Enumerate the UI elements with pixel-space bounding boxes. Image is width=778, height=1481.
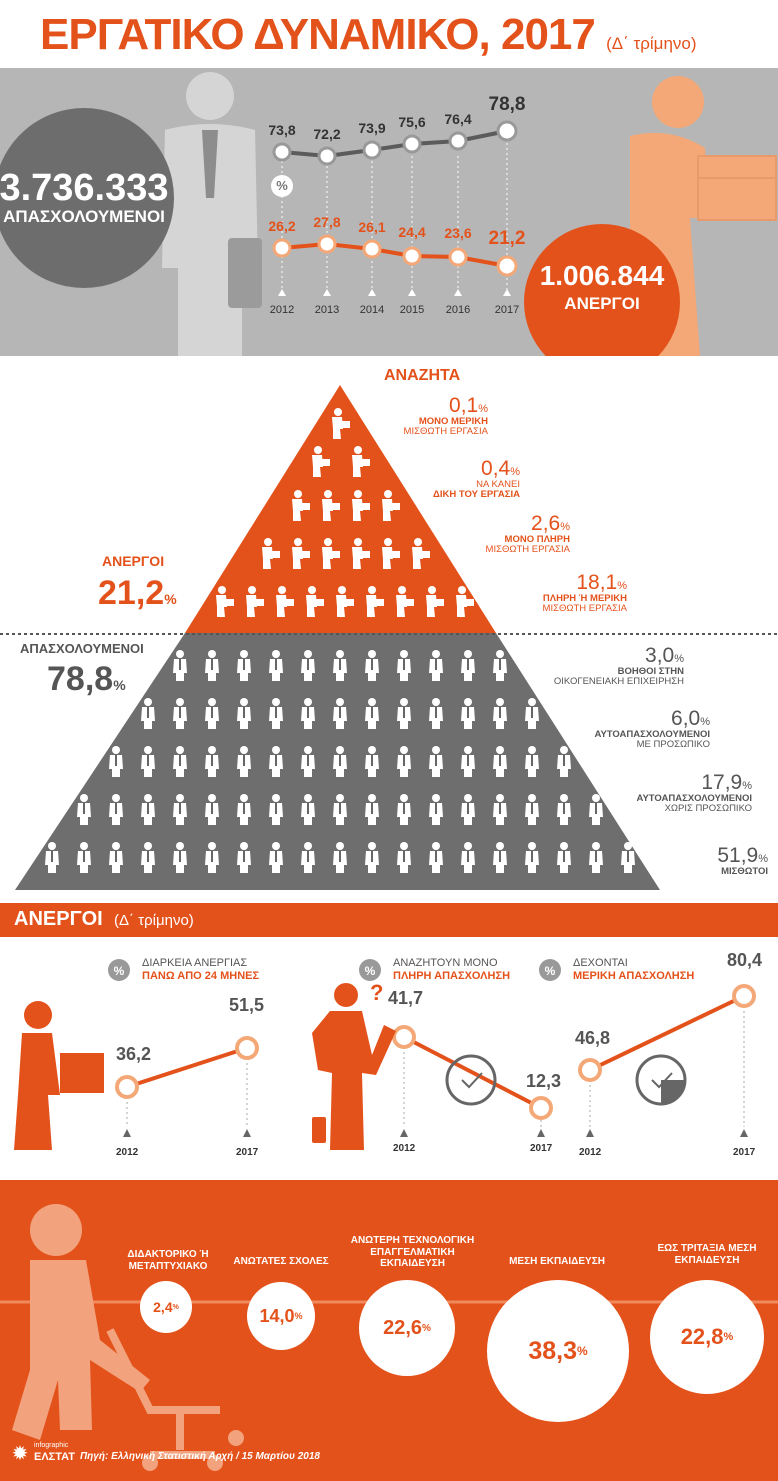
panel1-2017-value: 51,5 [229, 995, 265, 1015]
percent-symbol: % [276, 178, 288, 193]
year-label: 2012 [579, 1147, 602, 1158]
education-label: ΕΩΣ ΤΡΙΤΑΞΙΑ ΜΕΣΗ ΕΚΠΑΙΔΕΥΣΗ [657, 1243, 757, 1266]
education-pct-circle: 14,0% [247, 1282, 315, 1350]
panel2-2012-value: 41,7 [388, 988, 424, 1008]
employed-total-value: 3.736.333 [0, 167, 169, 209]
seeking-item: 2,6% ΜΟΝΟ ΠΛΗΡΗ ΜΙΣΘΩΤΗ ΕΡΓΑΣΙΑ [485, 512, 570, 556]
seeking-item: 0,4% ΝΑ ΚΑΝΕΙ ΔΙΚΗ ΤΟΥ ΕΡΓΑΣΙΑ [433, 457, 520, 501]
year-2012: 2012 [269, 304, 295, 316]
labor-pyramid [0, 385, 778, 890]
svg-text:%: % [545, 964, 556, 978]
employed-2015: 75,6 [398, 114, 426, 130]
year-label: 2012 [393, 1143, 416, 1154]
education-pct-circle: 22,8% [650, 1280, 764, 1394]
pyramid-employed-label: ΑΠΑΣΧΟΛΟΥΜΕΝΟΙ [20, 641, 144, 656]
elstat-logo-icon: ✹ [11, 1443, 29, 1465]
page-title: ΕΡΓΑΤΙΚΟ ΔΥΝΑΜΙΚΟ, 2017 (Δ΄ τρίμηνο) [40, 10, 697, 60]
unemployed-section-title: ΑΝΕΡΓΟΙ [14, 908, 103, 930]
panel3-2017-value: 80,4 [727, 950, 763, 970]
year-label: 2017 [733, 1147, 756, 1158]
pyramid-employed-pct: 78,8% [47, 660, 126, 698]
unemployed-panels-chart: %%% ? [14, 959, 756, 1150]
svg-text:?: ? [370, 980, 383, 1005]
panel1-2012-value: 36,2 [116, 1044, 152, 1064]
title-subtitle: (Δ΄ τρίμηνο) [606, 34, 697, 53]
panel2-2017-value: 12,3 [526, 1071, 562, 1091]
employed-2014: 73,9 [358, 120, 386, 136]
title-text: ΕΡΓΑΤΙΚΟ ΔΥΝΑΜΙΚΟ, 2017 [40, 10, 596, 59]
employed-breakdown-item: 6,0% ΑΥΤΟΑΠΑΣΧΟΛΟΥΜΕΝΟΙ ΜΕ ΠΡΟΣΩΠΙΚΟ [594, 707, 710, 751]
pyramid-top-label: ΑΝΑΖΗΤΑ [384, 367, 461, 384]
panel-heading: ΔΙΑΡΚΕΙΑ ΑΝΕΡΓΙΑΣ ΠΑΝΩ ΑΠΟ 24 ΜΗΝΕΣ [142, 957, 260, 982]
employed-2012: 73,8 [268, 122, 296, 138]
panel-heading: ΑΝΑΖΗΤΟΥΝ ΜΟΝΟ ΠΛΗΡΗ ΑΠΑΣΧΟΛΗΣΗ [393, 957, 511, 982]
panel-heading: ΔΕΧΟΝΤΑΙ ΜΕΡΙΚΗ ΑΠΑΣΧΟΛΗΣΗ [573, 957, 695, 982]
employed-2013: 72,2 [313, 126, 341, 142]
unemployed-total-badge: 1.006.844 ΑΝΕΡΓΟΙ [524, 224, 680, 356]
pyramid-unemployed-pct: 21,2% [98, 574, 177, 612]
trend-chart [271, 120, 518, 296]
logo-line2: ΕΛΣΤΑΤ [34, 1451, 75, 1463]
seeking-item: 0,1% ΜΟΝΟ ΜΕΡΙΚΗ ΜΙΣΘΩΤΗ ΕΡΓΑΣΙΑ [403, 394, 488, 438]
employed-person-icon [162, 72, 262, 356]
employed-2016: 76,4 [444, 111, 472, 127]
unemployed-2013: 27,8 [313, 214, 341, 230]
overview-section: 3.736.333 ΑΠΑΣΧΟΛΟΥΜΕΝΟΙ % 73,8 72,2 73,… [0, 68, 778, 356]
education-label: ΑΝΩΤΑΤΕΣ ΣΧΟΛΕΣ [233, 1256, 329, 1267]
logo-line1: infographic [34, 1442, 69, 1449]
employed-total-label: ΑΠΑΣΧΟΛΟΥΜΕΝΟΙ [3, 207, 165, 226]
year-label: 2012 [116, 1147, 139, 1158]
panel3-2012-value: 46,8 [575, 1028, 611, 1048]
year-label: 2017 [530, 1143, 553, 1154]
pyramid-unemployed-label: ΑΝΕΡΓΟΙ [102, 553, 165, 569]
unemployed-2017: 21,2 [488, 228, 526, 249]
year-2013: 2013 [314, 304, 340, 316]
education-label: ΔΙΔΑΚΤΟΡΙΚΟ Ή ΜΕΤΑΠΤΥΧΙΑΚΟ [127, 1249, 209, 1272]
year-2016: 2016 [445, 304, 471, 316]
year-2014: 2014 [359, 304, 385, 316]
education-section: ΔΙΔΑΚΤΟΡΙΚΟ Ή ΜΕΤΑΠΤΥΧΙΑΚΟ 2,4% ΑΝΩΤΑΤΕΣ… [0, 1180, 778, 1481]
education-pct-circle: 2,4% [140, 1281, 192, 1333]
source-text: Πηγή: Ελληνική Στατιστική Αρχή / 15 Μαρτ… [80, 1451, 320, 1462]
unemployed-total-label: ΑΝΕΡΓΟΙ [564, 294, 640, 313]
education-pct-circle: 22,6% [359, 1280, 455, 1376]
employed-2017: 78,8 [488, 94, 526, 115]
svg-text:%: % [114, 964, 125, 978]
education-label: ΑΝΩΤΕΡΗ ΤΕΧΝΟΛΟΓΙΚΗ ΕΠΑΓΓΕΛΜΑΤΙΚΗ ΕΚΠΑΙΔ… [350, 1235, 475, 1269]
seeking-item: 18,1% ΠΛΗΡΗ Ή ΜΕΡΙΚΗ ΜΙΣΘΩΤΗ ΕΡΓΑΣΙΑ [542, 571, 627, 615]
employed-breakdown-item: 51,9% ΜΙΣΘΩΤΟΙ [717, 844, 768, 878]
unemployed-total-value: 1.006.844 [539, 260, 665, 291]
year-label: 2017 [236, 1147, 259, 1158]
employed-total-badge: 3.736.333 ΑΠΑΣΧΟΛΟΥΜΕΝΟΙ [0, 108, 174, 288]
svg-text:%: % [365, 964, 376, 978]
education-label: ΜΕΣΗ ΕΚΠΑΙΔΕΥΣΗ [509, 1256, 605, 1267]
unemployed-2015: 24,4 [398, 224, 426, 240]
unemployed-2016: 23,6 [444, 225, 472, 241]
unemployed-2014: 26,1 [358, 219, 386, 235]
education-pct-circle: 38,3% [487, 1280, 629, 1422]
unemployed-2012: 26,2 [268, 218, 296, 234]
unemployed-section-subtitle: (Δ΄ τρίμηνο) [114, 912, 194, 929]
unemployed-section-header: ΑΝΕΡΓΟΙ (Δ΄ τρίμηνο) [0, 903, 778, 937]
year-2017: 2017 [494, 304, 520, 316]
education-graphic [0, 1204, 778, 1471]
year-2015: 2015 [399, 304, 425, 316]
employed-breakdown-item: 17,9% ΑΥΤΟΑΠΑΣΧΟΛΟΥΜΕΝΟΙ ΧΩΡΙΣ ΠΡΟΣΩΠΙΚΟ [636, 771, 752, 815]
employed-breakdown-item: 3,0% ΒΟΗΘΟΙ ΣΤΗΝ ΟΙΚΟΓΕΝΕΙΑΚΗ ΕΠΙΧΕΙΡΗΣΗ [553, 644, 684, 688]
